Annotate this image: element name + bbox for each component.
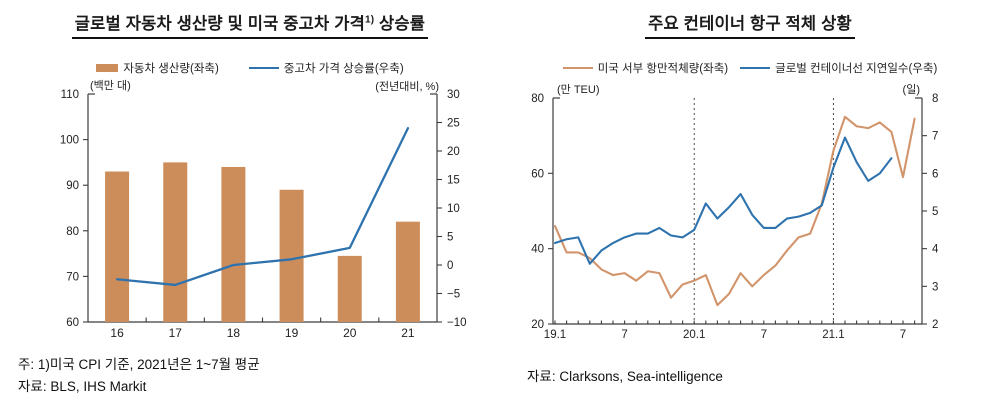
right-axis-labels: (일) 8 7 6 5 4 3 2 xyxy=(903,82,939,331)
left-axis-labels: (만 TEU) 80 60 40 20 xyxy=(531,83,599,331)
svg-text:17: 17 xyxy=(169,326,183,340)
right-chart-footnotes: 자료: Clarksons, Sea-intelligence xyxy=(527,366,723,388)
left-chart-title: 글로벌 자동차 생산량 및 미국 중고차 가격1) 상승률 xyxy=(71,10,429,39)
left-title-footnote-marker: 1) xyxy=(364,14,375,26)
line-series xyxy=(115,127,410,287)
svg-text:19.1: 19.1 xyxy=(544,329,566,341)
svg-text:7: 7 xyxy=(621,329,627,341)
svg-text:60: 60 xyxy=(66,317,79,329)
line-swatch-icon xyxy=(248,66,279,70)
svg-text:(백만 대): (백만 대) xyxy=(90,79,131,92)
bar-swatch-icon xyxy=(96,64,119,72)
svg-text:6: 6 xyxy=(932,168,938,180)
svg-text:20: 20 xyxy=(343,326,357,340)
line-swatch-icon xyxy=(740,66,771,70)
right-axis-labels: (전년대비, %) 30 25 20 15 10 5 0 −5 −10 xyxy=(375,80,466,329)
container-port-chart: (만 TEU) 80 60 40 20 (일) 8 7 6 5 4 3 2 19.1 7 20.1 7 21.1 7 xyxy=(531,82,939,341)
svg-text:5: 5 xyxy=(932,206,938,218)
svg-text:7: 7 xyxy=(900,329,906,341)
right-chart-legend: 미국 서부 항만적체량(좌축) 글로벌 컨테이너선 지연일수(우축) xyxy=(500,60,1000,76)
svg-text:7: 7 xyxy=(932,131,938,143)
left-panel: 글로벌 자동차 생산량 및 미국 중고차 가격1) 상승률 자동차 생산량(좌축… xyxy=(0,10,500,398)
svg-text:30: 30 xyxy=(447,89,460,101)
right-title-text: 주요 컨테이너 항구 적체 상황 xyxy=(648,15,852,33)
legend-label: 글로벌 컨테이너선 지연일수(우축) xyxy=(775,63,938,75)
left-chart-footnotes: 주: 1)미국 CPI 기준, 2021년은 1~7월 평균 자료: BLS, … xyxy=(18,354,260,398)
x-axis-labels: 16 17 18 19 20 21 xyxy=(110,317,415,340)
source-line: 자료: Clarksons, Sea-intelligence xyxy=(527,369,723,384)
right-panel: 주요 컨테이너 항구 적체 상황 미국 서부 항만적체량(좌축) 글로벌 컨테이… xyxy=(500,0,1000,417)
svg-text:90: 90 xyxy=(66,180,79,192)
svg-text:(일): (일) xyxy=(903,82,920,96)
blue-line-series xyxy=(553,136,893,265)
svg-text:(전년대비, %): (전년대비, %) xyxy=(375,80,439,93)
svg-text:25: 25 xyxy=(447,118,460,130)
orange-line-series xyxy=(553,115,916,307)
svg-text:2: 2 xyxy=(932,319,938,331)
svg-text:80: 80 xyxy=(66,226,79,238)
left-title-row: 글로벌 자동차 생산량 및 미국 중고차 가격1) 상승률 xyxy=(0,10,500,39)
svg-text:4: 4 xyxy=(932,244,939,256)
right-title-row: 주요 컨테이너 항구 적체 상황 xyxy=(500,10,1000,39)
svg-text:−10: −10 xyxy=(447,317,467,329)
svg-text:18: 18 xyxy=(227,326,241,340)
svg-text:70: 70 xyxy=(66,271,79,283)
legend-label: 중고차 가격 상승률(우축) xyxy=(283,63,404,75)
svg-text:20: 20 xyxy=(531,319,544,331)
svg-text:7: 7 xyxy=(761,329,767,341)
svg-text:(만 TEU): (만 TEU) xyxy=(557,83,600,96)
source-line: 자료: BLS, IHS Markit xyxy=(18,379,147,394)
axes xyxy=(87,93,438,323)
axes xyxy=(552,97,923,325)
bar-series xyxy=(105,162,420,322)
svg-text:21.1: 21.1 xyxy=(822,329,844,341)
svg-text:10: 10 xyxy=(447,203,460,215)
svg-text:40: 40 xyxy=(531,244,544,256)
svg-text:19: 19 xyxy=(285,326,299,340)
svg-text:15: 15 xyxy=(447,175,460,187)
legend-label: 자동차 생산량(좌축) xyxy=(123,63,219,75)
footnote-line: 주: 1)미국 CPI 기준, 2021년은 1~7월 평균 xyxy=(18,357,260,372)
svg-text:5: 5 xyxy=(447,232,453,244)
left-title-text: 글로벌 자동차 생산량 및 미국 중고차 가격 xyxy=(74,15,365,33)
svg-text:−5: −5 xyxy=(447,289,460,301)
svg-text:8: 8 xyxy=(932,93,938,105)
right-chart-title: 주요 컨테이너 항구 적체 상황 xyxy=(645,10,855,39)
x-axis-labels: 19.1 7 20.1 7 21.1 7 xyxy=(544,320,916,341)
car-production-chart: (백만 대) 110 100 90 80 70 60 (전년대비, %) 30 25 20 15 10 5… xyxy=(60,79,467,340)
legend-label: 미국 서부 항만적체량(좌축) xyxy=(597,63,729,75)
svg-text:20: 20 xyxy=(447,146,460,158)
left-title-tail: 상승률 xyxy=(374,15,426,33)
svg-text:80: 80 xyxy=(531,93,544,105)
svg-text:16: 16 xyxy=(110,326,124,340)
legend-item-port-congestion: 미국 서부 항만적체량(좌축) xyxy=(562,60,729,76)
svg-text:21: 21 xyxy=(401,326,415,340)
svg-text:110: 110 xyxy=(61,89,79,101)
svg-text:20.1: 20.1 xyxy=(683,329,705,341)
legend-item-delay-days: 글로벌 컨테이너선 지연일수(우축) xyxy=(740,60,937,76)
svg-text:3: 3 xyxy=(932,281,938,293)
svg-text:0: 0 xyxy=(447,260,453,272)
line-swatch-icon xyxy=(562,66,593,70)
legend-item-used-car-price: 중고차 가격 상승률(우축) xyxy=(248,60,404,76)
left-chart-legend: 자동차 생산량(좌축) 중고차 가격 상승률(우축) xyxy=(0,60,500,76)
legend-item-car-production: 자동차 생산량(좌축) xyxy=(96,60,219,76)
left-axis-labels: (백만 대) 110 100 90 80 70 60 xyxy=(60,79,131,329)
svg-text:60: 60 xyxy=(531,168,544,180)
svg-text:100: 100 xyxy=(60,135,79,147)
